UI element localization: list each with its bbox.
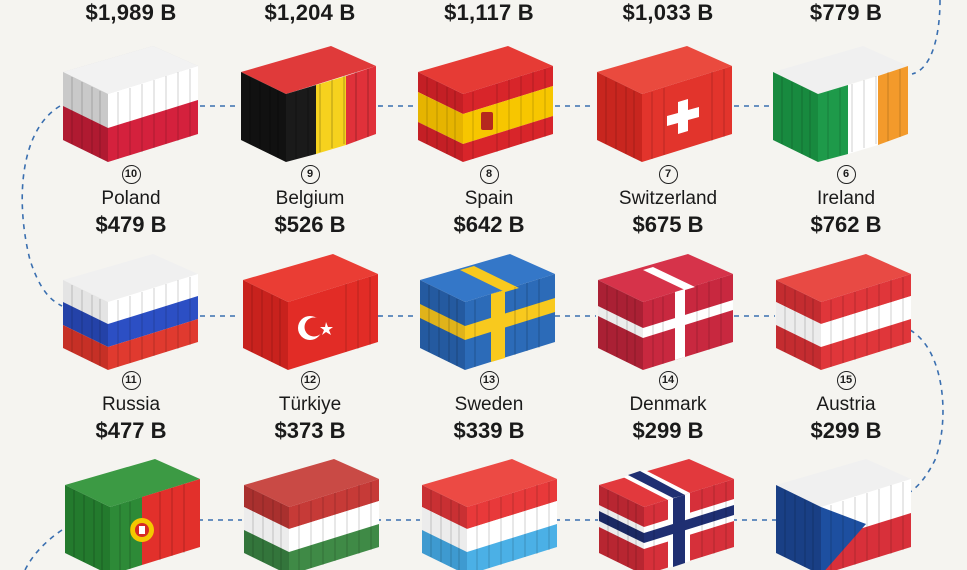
country-name: Spain	[464, 188, 514, 209]
rank-badge: 6	[836, 165, 856, 184]
rank-badge: 12	[300, 371, 320, 390]
rank-badge: 8	[479, 165, 499, 184]
belgium-flag	[241, 46, 376, 162]
country-name: Russia	[101, 394, 161, 415]
rank-badge: 11	[121, 371, 141, 390]
rank-badge: 15	[836, 371, 856, 390]
label-denmark: 14 Denmark $299 B	[578, 370, 758, 443]
rank-badge: 13	[479, 371, 499, 390]
country-value: $299 B	[810, 418, 882, 443]
country-value: $479 B	[95, 212, 167, 237]
rank-badge: 10	[121, 165, 141, 184]
country-value: $477 B	[95, 418, 167, 443]
label-turkiye: 12 Türkiye $373 B	[220, 370, 400, 443]
country-name: Türkiye	[278, 394, 342, 415]
country-name: Ireland	[816, 188, 876, 209]
label-belgium: 9 Belgium $526 B	[220, 164, 400, 237]
country-name: Austria	[816, 394, 876, 415]
switzerland-flag	[597, 46, 732, 162]
country-name: Belgium	[275, 188, 345, 209]
turkiye-flag	[243, 254, 378, 370]
country-value: $642 B	[453, 212, 525, 237]
country-value: $675 B	[632, 212, 704, 237]
hungary-flag	[244, 459, 379, 570]
russia-flag	[63, 254, 198, 370]
label-austria: 15 Austria $299 B	[756, 370, 936, 443]
top-value-2: $1,204 B	[264, 0, 356, 25]
top-value-4: $1,033 B	[622, 0, 714, 25]
label-sweden: 13 Sweden $339 B	[399, 370, 579, 443]
country-name: Sweden	[454, 394, 524, 415]
czechia-flag	[776, 459, 911, 570]
rank-badge: 14	[658, 371, 678, 390]
country-value: $373 B	[274, 418, 346, 443]
portugal-flag	[65, 459, 200, 570]
country-name: Poland	[101, 188, 161, 209]
austria-flag	[776, 254, 911, 370]
country-value: $762 B	[810, 212, 882, 237]
sweden-flag	[420, 254, 555, 370]
label-switzerland: 7 Switzerland $675 B	[578, 164, 758, 237]
spain-flag	[418, 46, 553, 162]
norway-flag	[599, 459, 734, 570]
luxembourg-flag	[422, 459, 557, 570]
top-value-1: $1,989 B	[85, 0, 177, 25]
country-value: $299 B	[632, 418, 704, 443]
rank-badge: 9	[300, 165, 320, 184]
top-value-5: $779 B	[809, 0, 883, 25]
top-value-3: $1,117 B	[444, 0, 534, 25]
poland-flag	[63, 46, 198, 162]
country-value: $339 B	[453, 418, 525, 443]
label-russia: 11 Russia $477 B	[41, 370, 221, 443]
ireland-flag	[773, 46, 908, 162]
rank-badge: 7	[658, 165, 678, 184]
denmark-flag	[598, 254, 733, 370]
label-ireland: 6 Ireland $762 B	[756, 164, 936, 237]
country-name: Denmark	[629, 394, 707, 415]
label-spain: 8 Spain $642 B	[399, 164, 579, 237]
label-poland: 10 Poland $479 B	[41, 164, 221, 237]
country-name: Switzerland	[618, 188, 718, 209]
country-value: $526 B	[274, 212, 346, 237]
